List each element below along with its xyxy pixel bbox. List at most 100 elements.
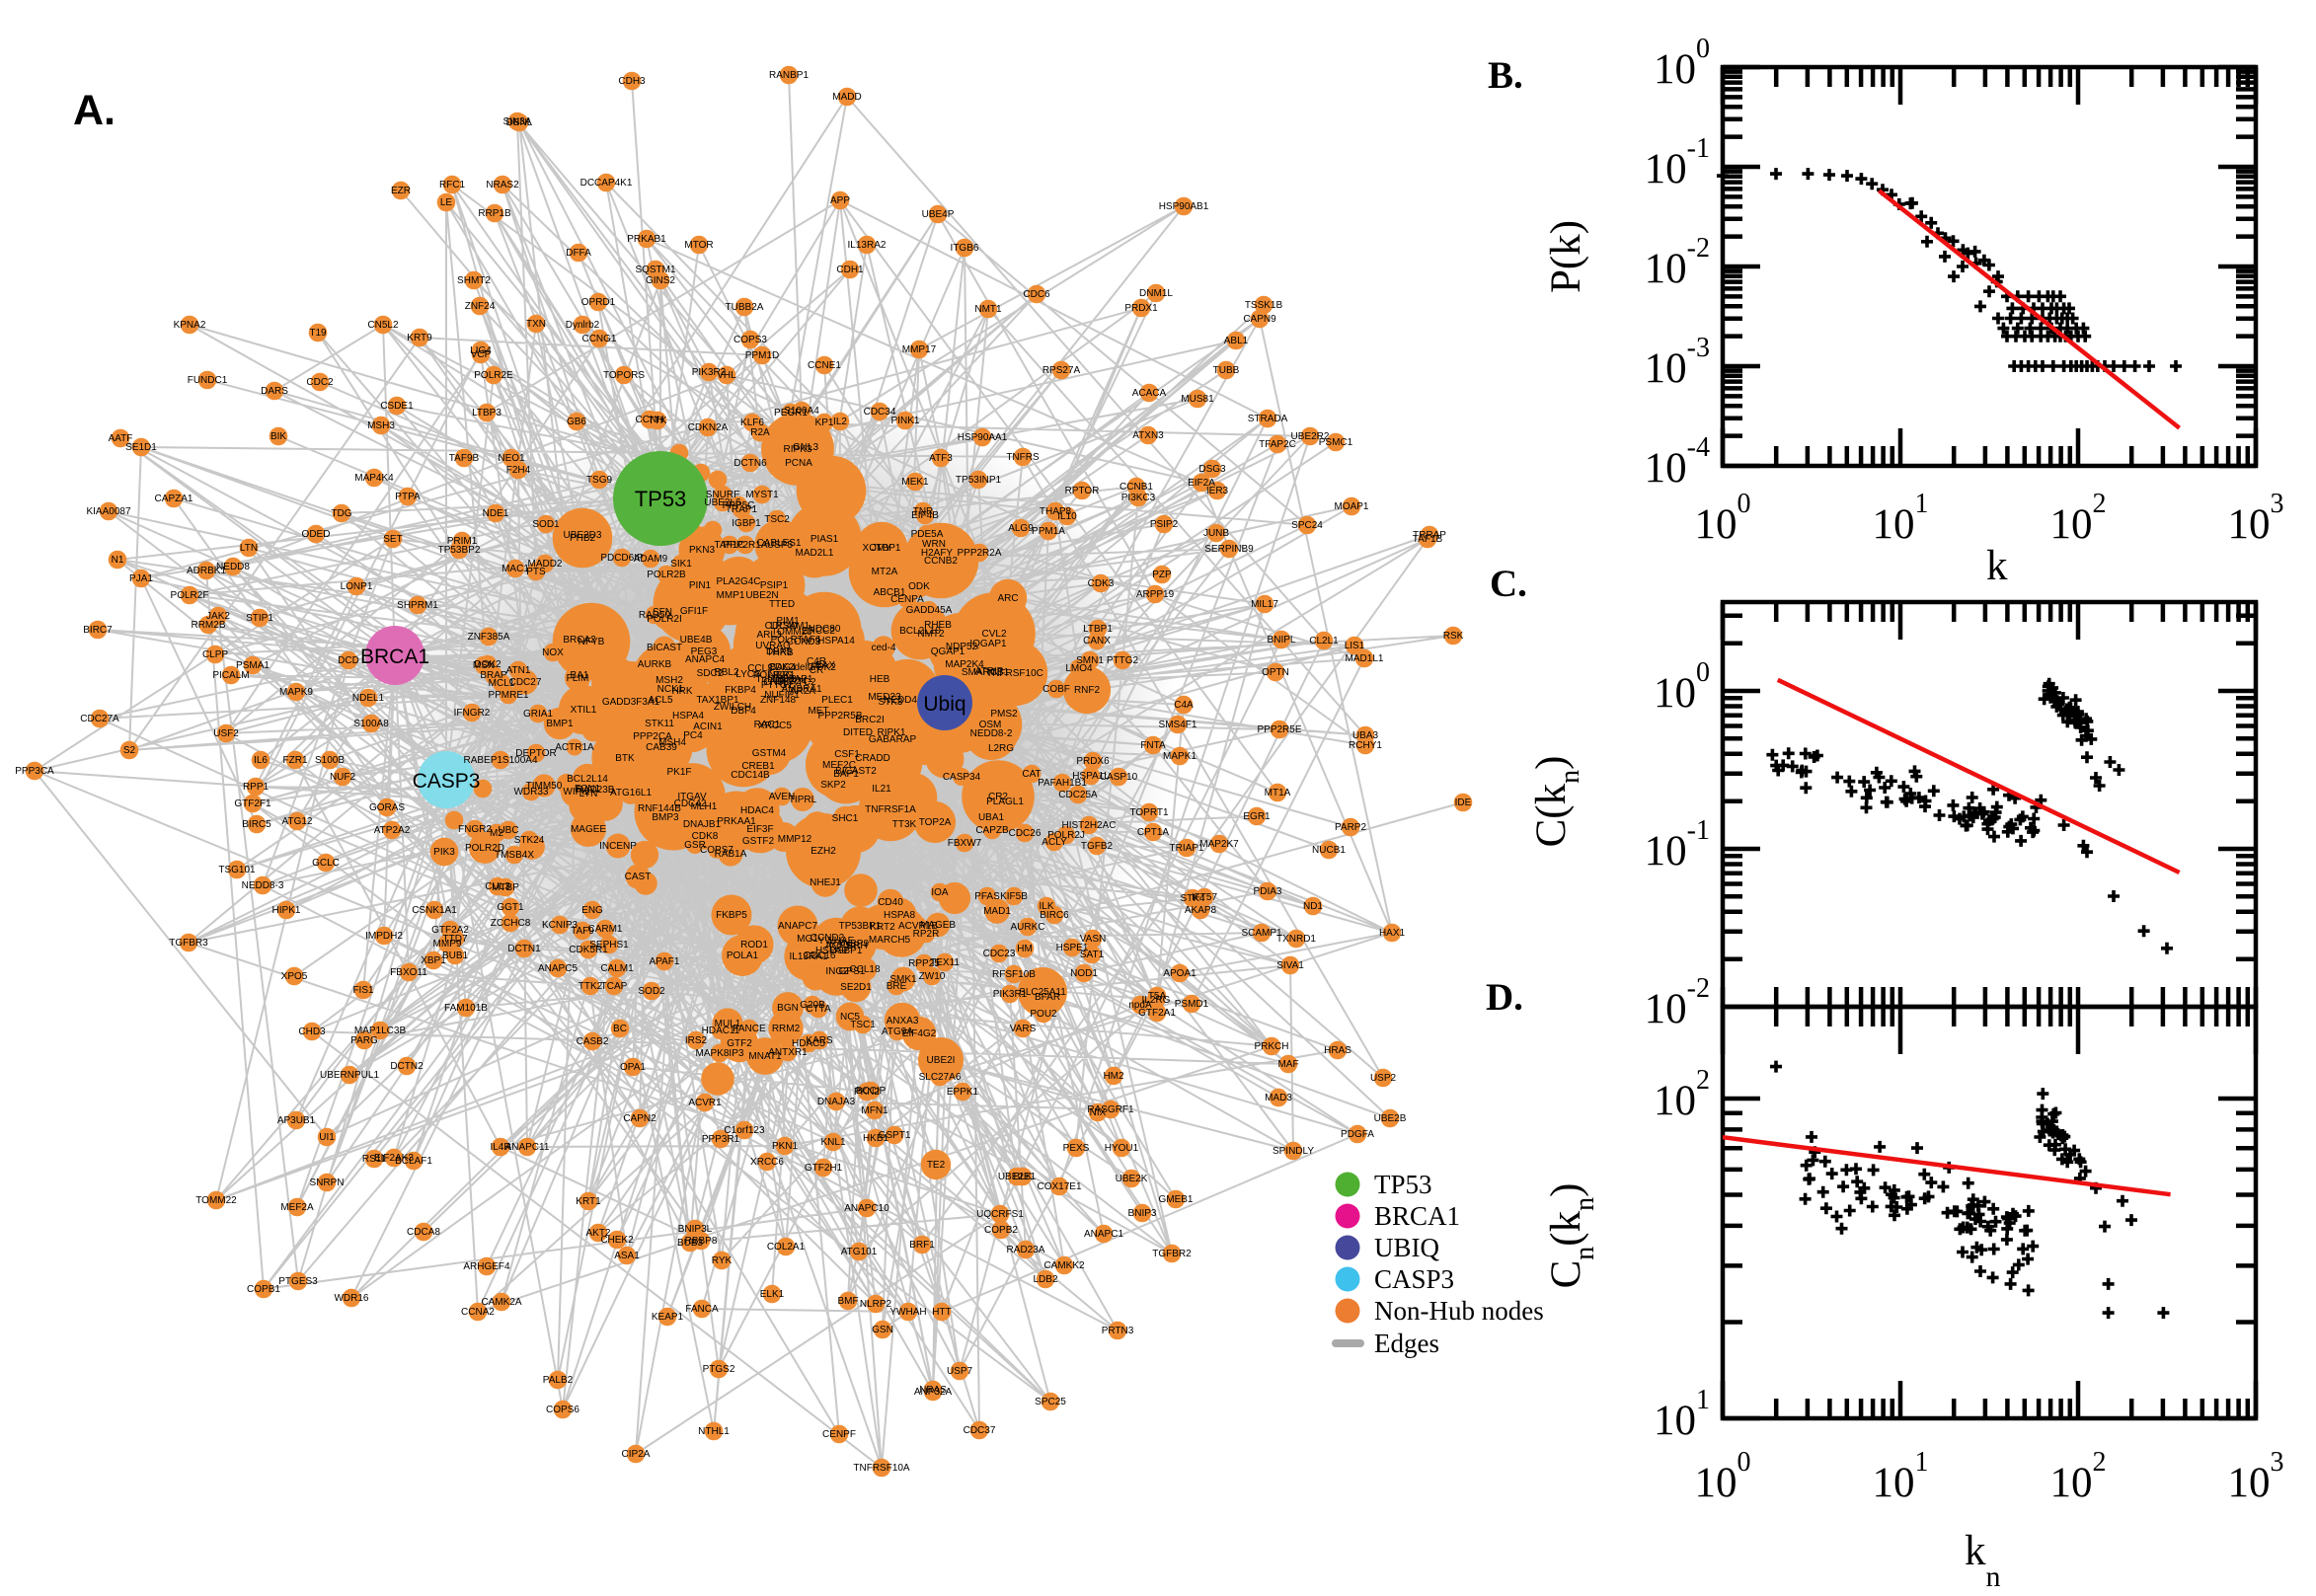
- svg-text:COPB1: COPB1: [247, 1284, 280, 1295]
- svg-text:TFAP2C: TFAP2C: [1259, 439, 1296, 450]
- svg-text:FIS1: FIS1: [352, 985, 374, 996]
- svg-text:NOD1: NOD1: [1070, 968, 1098, 979]
- svg-text:BNIP3L: BNIP3L: [678, 1224, 713, 1235]
- svg-text:BCCIP: BCCIP: [856, 1086, 887, 1097]
- svg-text:BCL2L10: BCL2L10: [899, 626, 941, 637]
- svg-text:ING2: ING2: [825, 966, 849, 977]
- svg-text:PLAGL1: PLAGL1: [986, 797, 1024, 807]
- svg-text:LYCS: LYCS: [735, 669, 761, 680]
- svg-text:ANTXR1: ANTXR1: [768, 1047, 808, 1058]
- svg-text:CAB39: CAB39: [646, 742, 677, 753]
- svg-text:WIPI2: WIPI2: [563, 787, 590, 798]
- svg-text:DHC24: DHC24: [775, 676, 808, 687]
- svg-text:CCNH: CCNH: [636, 415, 664, 425]
- svg-text:CAPZA1: CAPZA1: [155, 494, 193, 504]
- svg-text:SLC25A11: SLC25A11: [1019, 987, 1066, 998]
- svg-text:MAF: MAF: [1277, 1059, 1298, 1070]
- svg-text:BICAST: BICAST: [647, 643, 682, 653]
- svg-text:GTF2H1: GTF2H1: [805, 1163, 843, 1174]
- svg-text:LTBP3: LTBP3: [472, 408, 502, 418]
- svg-text:TSG101: TSG101: [218, 865, 256, 875]
- svg-text:DCTN1: DCTN1: [507, 944, 541, 954]
- svg-text:ZW10: ZW10: [919, 971, 946, 982]
- svg-text:CANX: CANX: [1083, 636, 1111, 646]
- svg-text:GB6: GB6: [567, 417, 586, 427]
- svg-text:RCHY1: RCHY1: [1349, 740, 1382, 751]
- svg-text:TE2: TE2: [927, 1160, 946, 1171]
- svg-text:PC4: PC4: [683, 730, 703, 741]
- svg-text:ATRIP: ATRIP: [975, 666, 1004, 677]
- svg-text:GADD45A: GADD45A: [906, 605, 953, 616]
- svg-text:S100A8: S100A8: [353, 719, 389, 729]
- svg-text:BAG4: BAG4: [770, 662, 797, 673]
- svg-text:ACIN1: ACIN1: [693, 722, 723, 732]
- svg-text:BRF1: BRF1: [909, 1240, 935, 1251]
- svg-text:MSN: MSN: [473, 660, 495, 671]
- svg-text:PK1F: PK1F: [666, 767, 691, 778]
- svg-text:XTIL1: XTIL1: [571, 705, 597, 716]
- svg-text:PIN1: PIN1: [689, 580, 712, 591]
- svg-text:STRADA: STRADA: [1248, 414, 1288, 424]
- svg-text:GADD3F3A1: GADD3F3A1: [602, 697, 660, 708]
- svg-text:CTTA: CTTA: [806, 1004, 831, 1015]
- svg-text:UBIQ: UBIQ: [1374, 1233, 1439, 1262]
- svg-text:RPP25: RPP25: [908, 958, 940, 969]
- svg-text:THRB: THRB: [766, 647, 794, 658]
- svg-text:GRIA1: GRIA1: [523, 709, 553, 720]
- svg-text:TDG: TDG: [331, 508, 351, 519]
- svg-text:LIS1: LIS1: [1345, 641, 1365, 651]
- svg-text:TRIAP1: TRIAP1: [1169, 843, 1203, 854]
- svg-text:MMP9: MMP9: [433, 939, 462, 950]
- svg-text:MSH2: MSH2: [656, 675, 683, 686]
- svg-text:Tnfaip8l2: Tnfaip8l2: [755, 674, 797, 685]
- svg-text:FKBP4: FKBP4: [725, 685, 756, 696]
- svg-text:TSSK1B: TSSK1B: [1245, 300, 1283, 311]
- svg-text:BC: BC: [613, 1024, 627, 1034]
- svg-text:TGFB2: TGFB2: [1081, 841, 1114, 852]
- svg-text:BRE: BRE: [887, 981, 907, 992]
- svg-text:MADD: MADD: [832, 92, 861, 103]
- svg-text:UBA1: UBA1: [978, 812, 1005, 823]
- svg-text:BCL2L14: BCL2L14: [567, 774, 608, 785]
- svg-text:PIAS1: PIAS1: [811, 534, 839, 545]
- svg-text:TSC1: TSC1: [850, 1020, 876, 1030]
- svg-text:CAPN9: CAPN9: [1243, 314, 1276, 325]
- svg-text:TAF9B: TAF9B: [449, 453, 480, 464]
- svg-text:PALB2: PALB2: [543, 1375, 574, 1386]
- svg-text:TT3K: TT3K: [892, 819, 917, 830]
- svg-text:BA1: BA1: [571, 670, 589, 681]
- svg-text:HIST2H2AC: HIST2H2AC: [1061, 820, 1116, 831]
- svg-text:MAP1LC3B: MAP1LC3B: [354, 1026, 407, 1036]
- svg-text:PPP2R5E: PPP2R5E: [1257, 724, 1301, 735]
- svg-text:MIL17: MIL17: [1251, 599, 1278, 610]
- svg-text:MAP4K4: MAP4K4: [354, 473, 394, 484]
- svg-text:PTGS2: PTGS2: [703, 1364, 735, 1375]
- svg-text:FBXW7: FBXW7: [948, 838, 982, 849]
- svg-text:TXNRD1: TXNRD1: [1276, 934, 1316, 945]
- svg-text:SOD1: SOD1: [532, 519, 560, 530]
- svg-text:AURKC: AURKC: [1010, 922, 1044, 933]
- svg-text:CDC23: CDC23: [983, 949, 1016, 959]
- svg-text:BRCA2: BRCA2: [563, 635, 596, 646]
- svg-text:SE1D1: SE1D1: [125, 442, 157, 453]
- svg-text:CENPF: CENPF: [822, 1429, 856, 1440]
- svg-text:KRT2: KRT2: [870, 922, 895, 933]
- svg-text:CIP2A: CIP2A: [622, 1449, 651, 1460]
- svg-text:ANAPC1: ANAPC1: [1084, 1229, 1123, 1240]
- svg-text:ACP5: ACP5: [825, 941, 852, 951]
- svg-text:KP1: KP1: [815, 418, 834, 428]
- svg-text:BRAP: BRAP: [480, 670, 507, 681]
- svg-text:PAFAH1B1: PAFAH1B1: [1038, 778, 1087, 789]
- svg-text:DNAJA3: DNAJA3: [817, 1097, 856, 1107]
- svg-text:GABARAP: GABARAP: [869, 734, 917, 745]
- svg-text:RPTOR: RPTOR: [1065, 486, 1100, 496]
- svg-text:RS11: RS11: [362, 1154, 387, 1165]
- svg-text:MET: MET: [808, 706, 828, 717]
- svg-text:TIPRL: TIPRL: [789, 795, 817, 805]
- svg-text:NLRP2: NLRP2: [860, 1299, 892, 1310]
- svg-text:UBE2L6: UBE2L6: [704, 497, 741, 508]
- svg-text:XBP1: XBP1: [421, 955, 446, 966]
- svg-text:CAST: CAST: [625, 872, 652, 882]
- svg-text:HSPA1L: HSPA1L: [1072, 771, 1110, 782]
- svg-text:PDIA3: PDIA3: [1254, 886, 1282, 897]
